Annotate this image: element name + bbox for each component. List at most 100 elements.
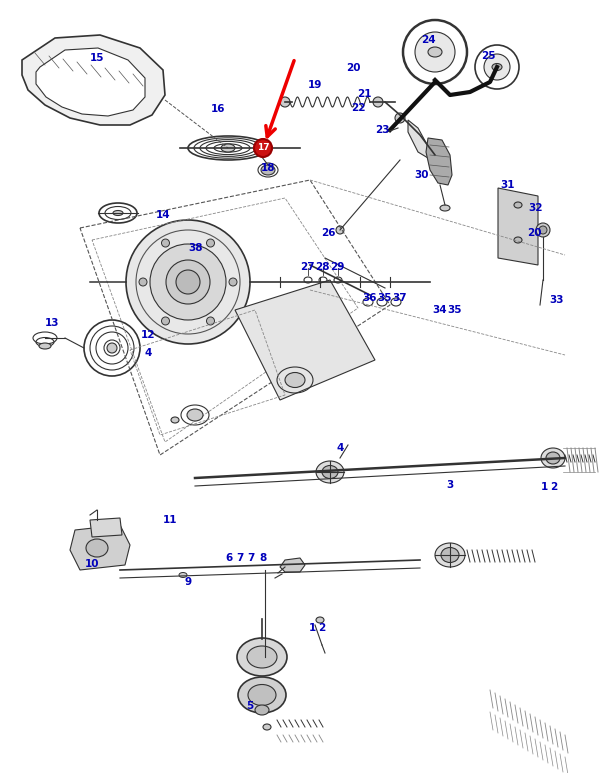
- Ellipse shape: [261, 165, 275, 175]
- Ellipse shape: [316, 461, 344, 483]
- Polygon shape: [408, 120, 430, 158]
- Polygon shape: [280, 558, 305, 572]
- Ellipse shape: [248, 685, 276, 706]
- Circle shape: [254, 139, 272, 157]
- Circle shape: [161, 317, 170, 325]
- Text: 8: 8: [259, 553, 266, 563]
- Ellipse shape: [150, 244, 226, 320]
- Text: 17: 17: [257, 144, 269, 152]
- Text: 3: 3: [446, 480, 454, 490]
- Ellipse shape: [546, 452, 560, 464]
- Text: 13: 13: [45, 318, 59, 328]
- Ellipse shape: [441, 547, 459, 563]
- Ellipse shape: [440, 205, 450, 211]
- Circle shape: [539, 226, 547, 234]
- Text: 33: 33: [550, 295, 564, 305]
- Ellipse shape: [514, 237, 522, 243]
- Circle shape: [484, 54, 510, 80]
- Circle shape: [403, 20, 467, 84]
- Text: 22: 22: [351, 103, 365, 113]
- Ellipse shape: [514, 202, 522, 208]
- Text: 36: 36: [363, 293, 377, 303]
- Text: 38: 38: [189, 243, 203, 253]
- Text: 32: 32: [529, 203, 543, 213]
- Text: 6: 6: [226, 553, 233, 563]
- Text: 37: 37: [392, 293, 407, 303]
- Text: 15: 15: [90, 53, 104, 63]
- Circle shape: [206, 317, 215, 325]
- Ellipse shape: [187, 409, 203, 421]
- Text: 31: 31: [501, 180, 515, 190]
- Text: 28: 28: [315, 262, 329, 272]
- Polygon shape: [235, 280, 375, 400]
- Circle shape: [475, 45, 519, 89]
- Text: 4: 4: [337, 443, 344, 453]
- Ellipse shape: [176, 270, 200, 294]
- Text: 18: 18: [261, 163, 275, 173]
- Ellipse shape: [322, 465, 338, 478]
- Ellipse shape: [39, 343, 51, 349]
- Ellipse shape: [247, 646, 277, 668]
- Text: 1: 1: [541, 482, 548, 492]
- Text: 20: 20: [527, 228, 541, 238]
- Text: 26: 26: [321, 228, 335, 238]
- Ellipse shape: [86, 539, 108, 557]
- Text: 30: 30: [415, 170, 429, 180]
- Text: 2: 2: [550, 482, 557, 492]
- Ellipse shape: [435, 543, 465, 567]
- Ellipse shape: [126, 220, 250, 344]
- Text: 29: 29: [330, 262, 344, 272]
- Text: 12: 12: [141, 330, 155, 340]
- Ellipse shape: [166, 260, 210, 304]
- Ellipse shape: [541, 448, 565, 468]
- Ellipse shape: [179, 573, 187, 577]
- Text: 14: 14: [155, 210, 170, 220]
- Text: 9: 9: [184, 577, 191, 587]
- Ellipse shape: [107, 343, 117, 353]
- Ellipse shape: [316, 617, 324, 623]
- Circle shape: [139, 278, 147, 286]
- Circle shape: [395, 113, 405, 123]
- Text: 5: 5: [247, 701, 254, 711]
- Text: 25: 25: [481, 51, 495, 61]
- Text: 24: 24: [421, 35, 436, 45]
- Text: 23: 23: [375, 125, 389, 135]
- Text: 19: 19: [308, 80, 322, 90]
- Ellipse shape: [237, 638, 287, 676]
- Text: 11: 11: [163, 515, 177, 525]
- Text: 2: 2: [319, 623, 326, 633]
- Polygon shape: [36, 48, 145, 116]
- Text: 16: 16: [211, 104, 225, 114]
- Text: 4: 4: [145, 348, 152, 358]
- Text: 27: 27: [299, 262, 314, 272]
- Text: 21: 21: [357, 89, 371, 99]
- Circle shape: [415, 32, 455, 72]
- Ellipse shape: [113, 210, 123, 216]
- Polygon shape: [498, 188, 538, 265]
- Circle shape: [536, 223, 550, 237]
- Circle shape: [229, 278, 237, 286]
- Ellipse shape: [171, 417, 179, 423]
- Text: 35: 35: [378, 293, 392, 303]
- Ellipse shape: [238, 677, 286, 713]
- Text: 7: 7: [236, 553, 244, 563]
- Circle shape: [206, 239, 215, 247]
- Polygon shape: [90, 518, 122, 537]
- Circle shape: [373, 97, 383, 107]
- Polygon shape: [22, 35, 165, 125]
- Text: 7: 7: [247, 553, 254, 563]
- Polygon shape: [426, 138, 452, 185]
- Ellipse shape: [255, 705, 269, 715]
- Circle shape: [280, 97, 290, 107]
- Ellipse shape: [285, 373, 305, 387]
- Text: 1: 1: [308, 623, 316, 633]
- Circle shape: [161, 239, 169, 247]
- Ellipse shape: [492, 63, 502, 70]
- Ellipse shape: [263, 724, 271, 730]
- Polygon shape: [70, 525, 130, 570]
- Text: 34: 34: [433, 305, 448, 315]
- Text: 10: 10: [85, 559, 99, 569]
- Ellipse shape: [221, 144, 235, 152]
- Text: 20: 20: [346, 63, 360, 73]
- Ellipse shape: [428, 47, 442, 57]
